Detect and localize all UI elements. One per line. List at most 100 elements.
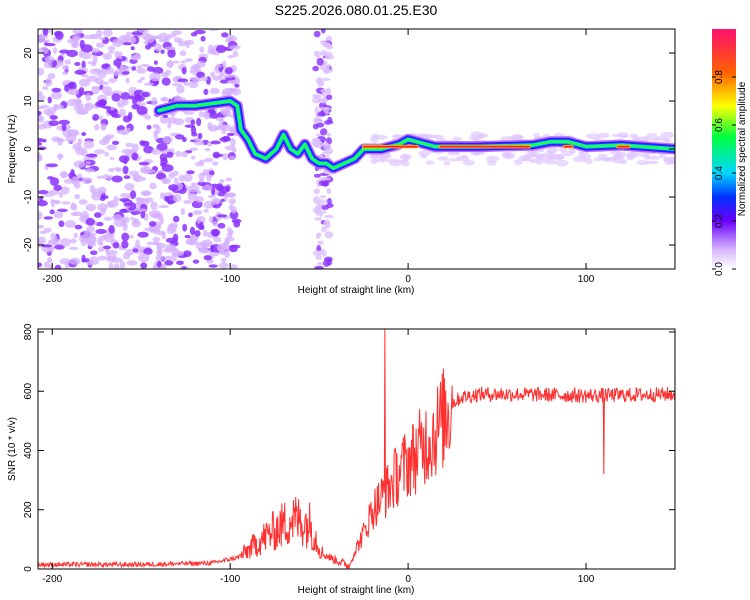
speckle: [208, 264, 218, 268]
speckle: [313, 50, 319, 55]
speckle: [216, 185, 225, 192]
speckle: [99, 37, 106, 41]
speckle: [180, 208, 185, 216]
speckle: [50, 199, 61, 204]
speckle: [593, 157, 602, 162]
speckle: [85, 153, 98, 158]
speckle: [156, 260, 162, 268]
speckle: [79, 39, 85, 49]
speckle: [140, 76, 145, 81]
speckle: [51, 87, 62, 93]
speckle: [120, 92, 131, 101]
speckle: [61, 64, 70, 71]
speckle: [74, 69, 87, 75]
speckle: [597, 132, 610, 139]
speckle: [60, 186, 70, 195]
speckle: [94, 212, 102, 218]
speckle: [132, 248, 139, 253]
speckle: [448, 158, 462, 162]
speckle: [158, 204, 170, 209]
heatmap-y-axis: -20 -10 0 10 20: [23, 47, 675, 252]
speckle: [226, 79, 238, 84]
speckle: [38, 91, 43, 96]
speckle: [168, 171, 176, 179]
speckle: [138, 161, 150, 166]
colorbar-tick-label: 0.0: [714, 262, 725, 276]
speckle: [144, 115, 152, 120]
colorbar-label: Normalized spectral amplitude: [737, 81, 748, 216]
speckle: [44, 43, 56, 47]
y-tick-label: 0: [23, 146, 34, 152]
speckle: [525, 151, 537, 158]
speckle: [194, 230, 201, 237]
speckle: [67, 82, 75, 89]
speckle: [226, 132, 235, 137]
colorbar-tick-label: 0.2: [714, 214, 725, 228]
speckle: [159, 192, 165, 200]
speckle: [39, 196, 44, 203]
snr-series-line: [38, 329, 675, 569]
speckle: [102, 174, 110, 180]
y-tick-label: 20: [23, 47, 34, 59]
speckle: [72, 142, 82, 151]
speckle: [167, 33, 177, 38]
speckle: [313, 173, 321, 178]
speckle: [153, 60, 158, 65]
speckle: [171, 82, 182, 87]
speckle: [321, 77, 331, 81]
speckle: [38, 189, 49, 195]
speckle: [44, 78, 53, 87]
speckle: [86, 75, 99, 82]
speckle: [546, 152, 556, 159]
speckle: [83, 34, 96, 40]
speckle: [472, 151, 481, 156]
speckle: [71, 176, 81, 180]
speckle: [203, 254, 212, 261]
speckle: [315, 210, 320, 216]
speckle: [83, 139, 95, 149]
speckle: [185, 238, 195, 245]
speckle: [312, 93, 320, 99]
speckle: [54, 104, 64, 110]
speckle: [213, 237, 222, 243]
speckle: [320, 29, 326, 34]
speckle: [215, 45, 227, 53]
speckle: [443, 160, 451, 166]
speckle: [53, 211, 64, 219]
x-tick-label: -200: [42, 274, 62, 285]
speckle: [104, 151, 109, 157]
speckle: [326, 187, 332, 195]
speckle: [162, 114, 169, 118]
speckle: [74, 224, 83, 230]
speckle: [144, 227, 155, 232]
speckle: [155, 242, 167, 249]
speckle: [44, 193, 54, 197]
speckle: [212, 153, 225, 158]
speckle: [210, 140, 221, 145]
speckle: [179, 50, 187, 57]
speckle: [156, 266, 163, 269]
y-tick-label: 0: [23, 566, 34, 572]
speckle: [71, 39, 78, 48]
speckle: [394, 134, 401, 139]
speckle: [135, 208, 148, 212]
speckle: [425, 160, 435, 165]
speckle: [38, 211, 43, 220]
speckle: [81, 177, 93, 184]
speckle: [39, 230, 48, 235]
speckle: [106, 144, 118, 151]
speckle: [160, 49, 165, 54]
speckle: [38, 106, 45, 110]
speckle: [90, 250, 98, 256]
speckle: [42, 86, 49, 90]
speckle: [135, 197, 143, 203]
speckle: [318, 212, 324, 217]
speckle: [161, 77, 171, 86]
speckle: [38, 262, 43, 268]
speckle: [486, 155, 499, 163]
x-tick-label: 0: [405, 574, 411, 585]
speckle: [141, 140, 150, 147]
speckle: [121, 232, 130, 242]
speckle: [100, 123, 107, 131]
